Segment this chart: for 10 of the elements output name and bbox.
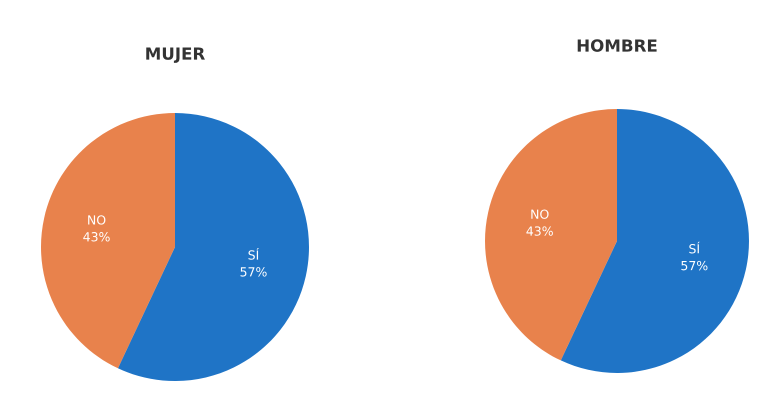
chart-title: HOMBRE <box>578 39 657 52</box>
chart-title: MUJER <box>146 47 205 63</box>
slice-label: NO <box>88 215 106 225</box>
slice-label: SÍ <box>248 248 259 260</box>
data-label: 43% <box>83 232 110 242</box>
slice-label: SÍ <box>689 242 700 254</box>
slice-label: NO <box>531 209 549 219</box>
data-label: 57% <box>681 260 708 270</box>
data-label: 43% <box>526 226 553 236</box>
data-label: 57% <box>240 267 267 277</box>
